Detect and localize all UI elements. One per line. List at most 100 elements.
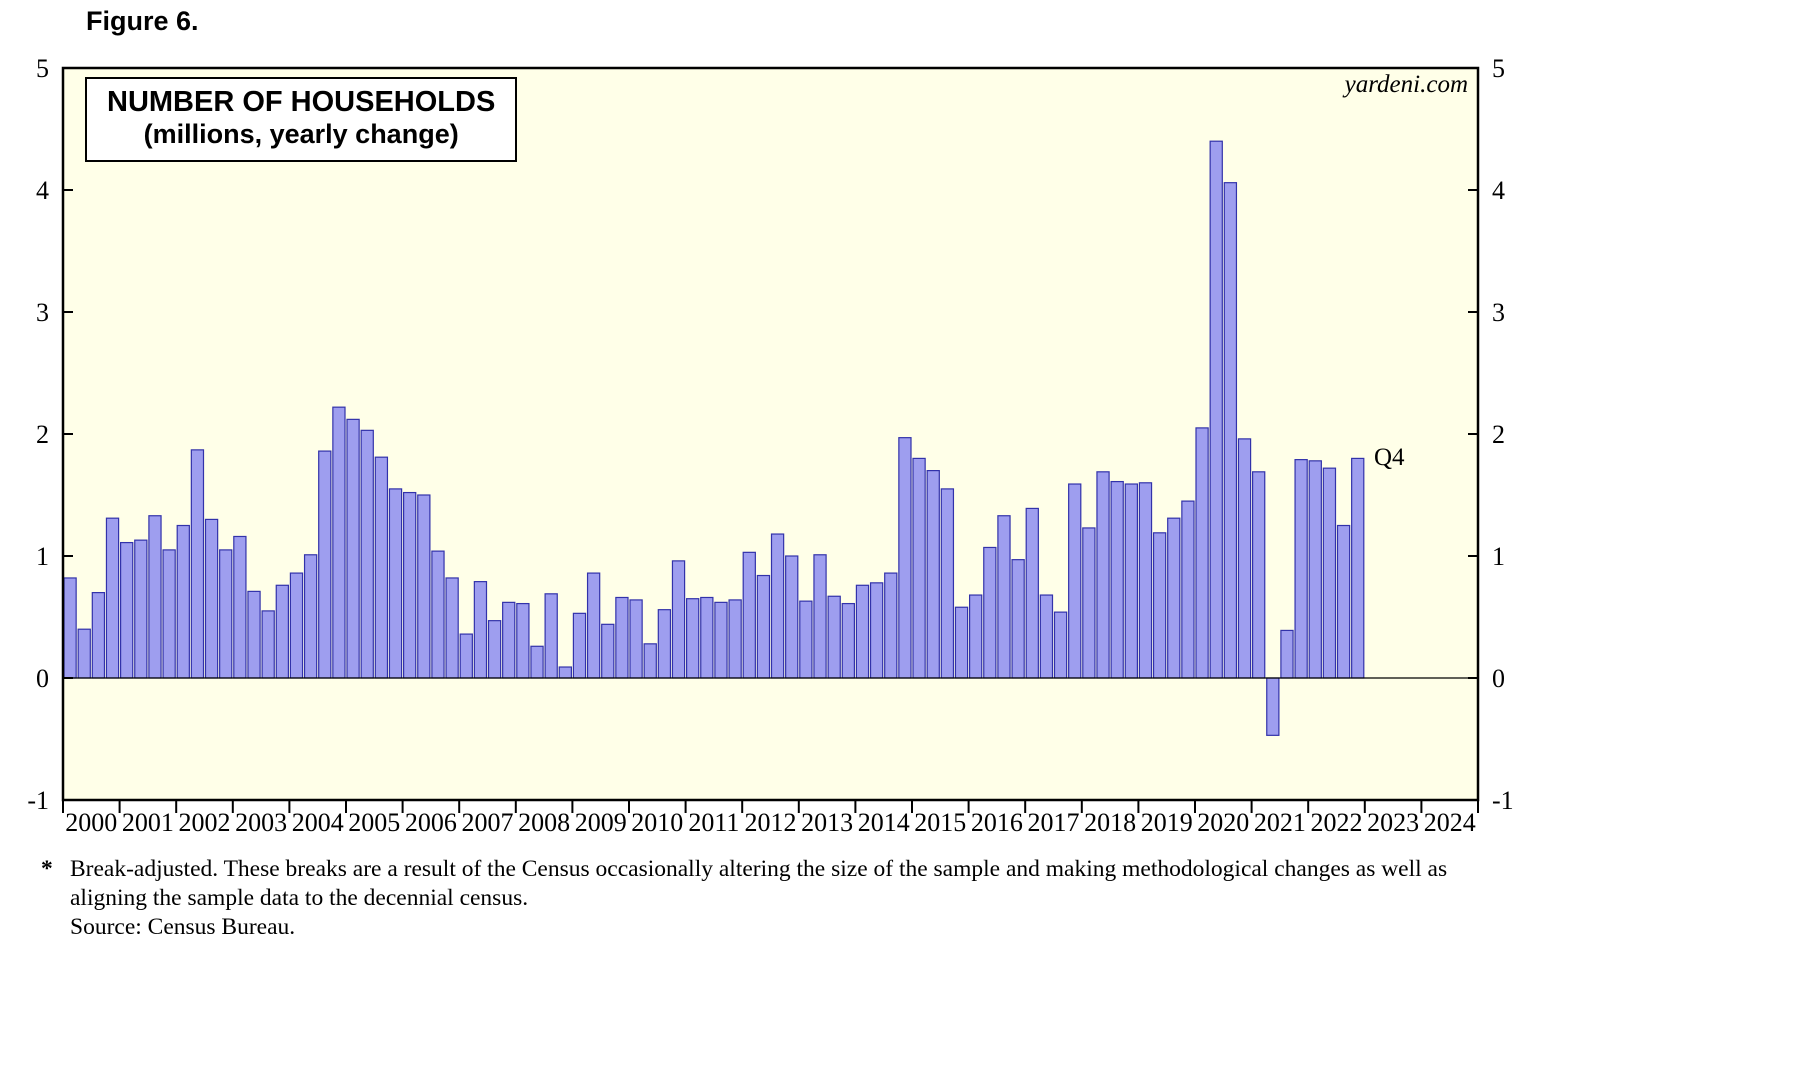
bar bbox=[657, 609, 672, 679]
x-axis-year-label: 2001 bbox=[122, 808, 174, 837]
bar bbox=[1351, 457, 1365, 679]
bar bbox=[898, 437, 912, 679]
y-axis-label-left: 4 bbox=[36, 176, 49, 205]
bar bbox=[204, 518, 219, 679]
x-axis-year-label: 2016 bbox=[971, 808, 1023, 837]
bar bbox=[1096, 471, 1110, 679]
bar bbox=[1237, 438, 1252, 679]
bar bbox=[1251, 471, 1266, 679]
x-axis-year-label: 2006 bbox=[405, 808, 457, 837]
bar bbox=[1209, 140, 1223, 679]
bar bbox=[190, 449, 205, 679]
x-axis-year-label: 2010 bbox=[631, 808, 683, 837]
y-axis-label-right: 4 bbox=[1492, 176, 1505, 205]
bar bbox=[346, 418, 360, 679]
bar bbox=[487, 620, 502, 679]
bar bbox=[318, 450, 332, 679]
y-axis-label-right: 2 bbox=[1492, 420, 1505, 449]
bar bbox=[1322, 467, 1337, 679]
y-axis-label-left: 2 bbox=[36, 420, 49, 449]
bar bbox=[601, 623, 615, 679]
x-axis-year-label: 2012 bbox=[745, 808, 797, 837]
bar bbox=[855, 584, 870, 679]
x-axis-year-label: 2024 bbox=[1424, 808, 1476, 837]
bar bbox=[869, 582, 884, 679]
x-axis-year-label: 2005 bbox=[348, 808, 400, 837]
y-axis-label-left: 1 bbox=[36, 542, 49, 571]
bar bbox=[813, 554, 827, 679]
bar bbox=[742, 551, 756, 679]
yardeni-watermark: yardeni.com bbox=[1344, 71, 1468, 98]
footnote: * Break-adjusted. These breaks are a res… bbox=[41, 855, 1447, 942]
bar bbox=[77, 628, 91, 679]
bar bbox=[233, 535, 247, 679]
bar bbox=[516, 602, 530, 679]
y-axis-label-right: 5 bbox=[1492, 54, 1505, 83]
x-axis-year-label: 2007 bbox=[462, 808, 514, 837]
bar bbox=[332, 406, 346, 679]
bar bbox=[388, 488, 403, 679]
bar bbox=[445, 577, 459, 679]
bar bbox=[700, 596, 714, 679]
x-axis-year-label: 2004 bbox=[292, 808, 344, 837]
footnote-line-1: Break-adjusted. These breaks are a resul… bbox=[70, 856, 1448, 882]
bar bbox=[275, 584, 289, 679]
bar bbox=[162, 549, 176, 679]
footnote-source: Source: Census Bureau. bbox=[70, 914, 296, 940]
x-axis-year-label: 2020 bbox=[1197, 808, 1249, 837]
chart-title: NUMBER OF HOUSEHOLDS bbox=[107, 86, 496, 118]
bar bbox=[940, 488, 955, 679]
bar bbox=[403, 491, 417, 679]
x-axis-year-label: 2018 bbox=[1084, 808, 1136, 837]
bar bbox=[671, 560, 686, 679]
y-axis-label-right: -1 bbox=[1492, 786, 1514, 815]
bar bbox=[360, 429, 374, 679]
x-axis-year-label: 2021 bbox=[1254, 808, 1306, 837]
bar bbox=[586, 572, 601, 679]
bar bbox=[1167, 517, 1181, 679]
y-axis-label-left: 0 bbox=[36, 664, 49, 693]
bar bbox=[148, 515, 162, 679]
bar bbox=[1011, 559, 1025, 679]
bar bbox=[643, 643, 657, 679]
plot-background bbox=[63, 68, 1478, 800]
bar bbox=[558, 666, 572, 679]
bar bbox=[91, 591, 106, 679]
footnote-asterisk: * bbox=[41, 856, 53, 882]
bar bbox=[105, 517, 120, 679]
y-axis-label-left: -1 bbox=[27, 786, 49, 815]
bar bbox=[134, 539, 148, 679]
bar bbox=[63, 577, 77, 679]
bar bbox=[926, 470, 940, 679]
bar bbox=[261, 610, 275, 679]
y-axis-label-right: 3 bbox=[1492, 298, 1505, 327]
bar bbox=[799, 600, 813, 679]
x-axis-year-label: 2003 bbox=[235, 808, 287, 837]
bar bbox=[303, 554, 318, 679]
bar bbox=[954, 606, 969, 679]
bar bbox=[1336, 524, 1351, 679]
bar bbox=[544, 593, 558, 679]
bar bbox=[983, 546, 997, 679]
y-axis-label-right: 1 bbox=[1492, 542, 1505, 571]
bar bbox=[841, 602, 855, 679]
bar bbox=[473, 581, 488, 679]
bar bbox=[1138, 482, 1153, 679]
chart-title-box: NUMBER OF HOUSEHOLDS (millions, yearly c… bbox=[85, 77, 518, 162]
bar bbox=[728, 599, 742, 679]
x-axis-year-label: 2015 bbox=[914, 808, 966, 837]
bar bbox=[530, 645, 544, 679]
x-axis-year-label: 2008 bbox=[518, 808, 570, 837]
y-axis-label-left: 5 bbox=[36, 54, 49, 83]
bar bbox=[1053, 611, 1068, 679]
bar bbox=[502, 601, 516, 679]
bar bbox=[1082, 527, 1096, 679]
chart-subtitle: (millions, yearly change) bbox=[143, 119, 459, 149]
bar bbox=[459, 633, 473, 679]
bar bbox=[1025, 507, 1039, 679]
bar bbox=[176, 524, 190, 679]
bar bbox=[785, 555, 799, 679]
footnote-text: Break-adjusted. These breaks are a resul… bbox=[70, 855, 1447, 942]
bar bbox=[1280, 629, 1294, 679]
bar bbox=[1039, 594, 1054, 679]
